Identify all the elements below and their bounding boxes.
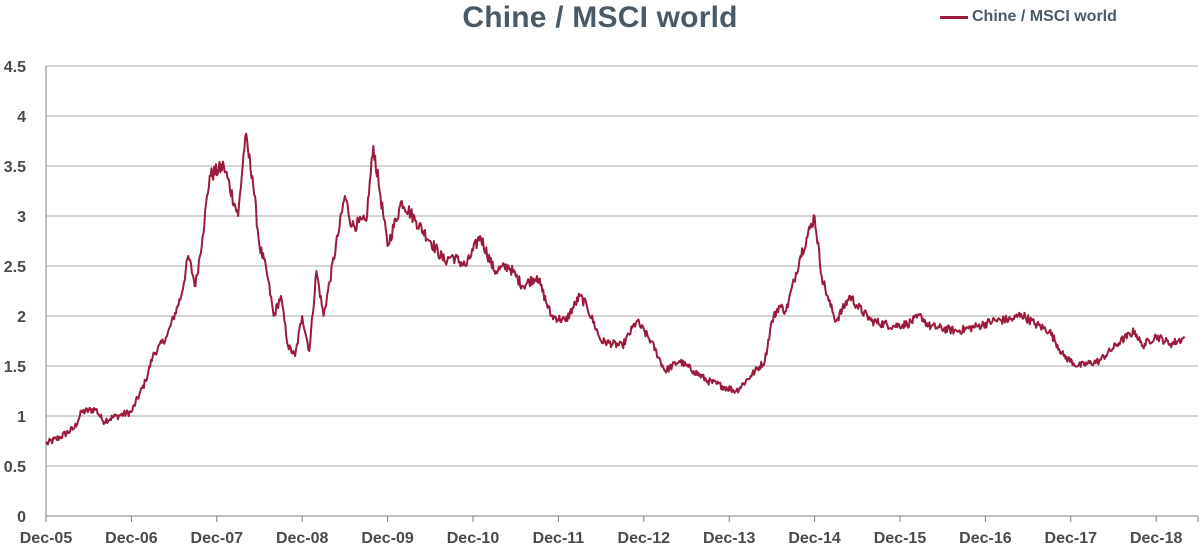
x-tick-label: Dec-14 (788, 530, 841, 547)
y-tick-label: 0.5 (4, 459, 26, 476)
y-tick-label: 2.5 (4, 259, 26, 276)
x-tick-label: Dec-11 (533, 530, 585, 547)
y-axis: 0 0.5 1 1.5 2 2.5 3 3.5 4 4.5 (4, 59, 47, 526)
x-tick-label: Dec-06 (105, 530, 158, 547)
y-tick-label: 2 (17, 309, 26, 326)
legend-label: Chine / MSCI world (972, 8, 1117, 25)
chart-title: Chine / MSCI world (462, 1, 738, 34)
series-line-chine-msci-world (45, 132, 1186, 446)
x-tick-label: Dec-07 (191, 530, 244, 547)
legend-swatch (940, 15, 968, 19)
y-tick-label: 1 (17, 409, 26, 426)
x-tick-label: Dec-18 (1130, 530, 1183, 547)
series-layer (45, 132, 1186, 446)
y-tick-label: 3.5 (4, 159, 26, 176)
x-axis: Dec-05 Dec-06 Dec-07 Dec-08 Dec-09 Dec-10 Dec-… (20, 515, 1199, 547)
x-tick-label: Dec-16 (959, 530, 1012, 547)
x-tick-label: Dec-12 (618, 530, 671, 547)
y-tick-label: 1.5 (4, 359, 26, 376)
legend: Chine / MSCI world (940, 8, 1117, 26)
x-tick-label: Dec-13 (703, 530, 756, 547)
x-tick-label: Dec-09 (361, 530, 414, 547)
x-tick-label: Dec-08 (276, 530, 329, 547)
y-tick-label: 3 (17, 209, 26, 226)
x-tick-label: Dec-15 (874, 530, 927, 547)
y-tick-label: 0 (17, 509, 26, 526)
x-tick-label: Dec-10 (447, 530, 500, 547)
grid-lines (46, 65, 1198, 517)
x-tick-label: Dec-05 (20, 530, 73, 547)
y-tick-label: 4 (17, 109, 26, 126)
y-tick-label: 4.5 (4, 59, 26, 76)
x-tick-label: Dec-17 (1045, 530, 1098, 547)
